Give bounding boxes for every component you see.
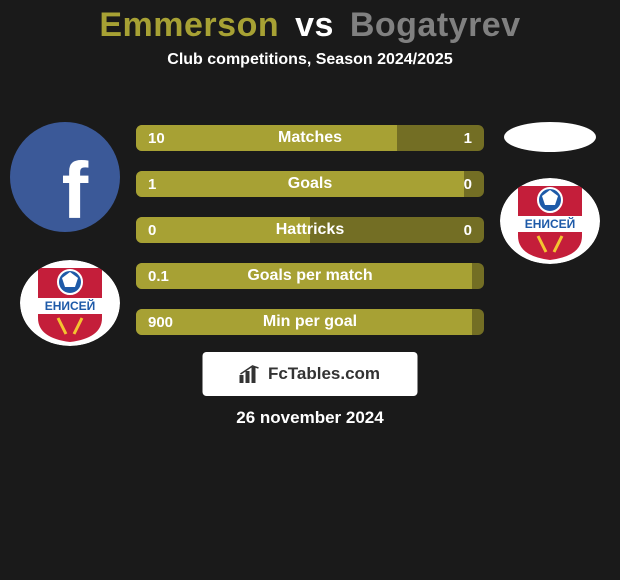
source-badge: FcTables.com (203, 352, 418, 396)
stat-bar-row: 10Goals (136, 171, 484, 197)
player2-avatar (504, 122, 596, 152)
stat-bar-right: 1 (397, 125, 484, 151)
shield-icon: ЕНИСЕЙ (500, 178, 600, 264)
source-badge-text: FcTables.com (268, 364, 380, 384)
stat-bar-right (472, 309, 484, 335)
svg-text:ЕНИСЕЙ: ЕНИСЕЙ (45, 298, 96, 313)
stat-left-value: 10 (148, 130, 165, 147)
stat-bar-row: 900Min per goal (136, 309, 484, 335)
subtitle: Club competitions, Season 2024/2025 (0, 51, 620, 69)
stat-bar-row: 0.1Goals per match (136, 263, 484, 289)
stat-left-value: 900 (148, 314, 173, 331)
stat-left-value: 0.1 (148, 268, 169, 285)
title-vs: vs (295, 6, 334, 44)
svg-text:ЕНИСЕЙ: ЕНИСЕЙ (525, 216, 576, 231)
stat-bar-row: 00Hattricks (136, 217, 484, 243)
stat-bar-right (472, 263, 484, 289)
stat-left-value: 0 (148, 222, 156, 239)
barchart-icon (240, 365, 262, 383)
stat-bar-left: 10 (136, 125, 397, 151)
stat-right-value: 0 (464, 222, 472, 239)
stat-bar-left: 1 (136, 171, 464, 197)
facebook-icon: f (62, 145, 89, 232)
shield-icon: ЕНИСЕЙ (20, 260, 120, 346)
player1-club-crest: ЕНИСЕЙ (20, 260, 120, 346)
stat-bars: 101Matches10Goals00Hattricks0.1Goals per… (136, 125, 484, 355)
player2-club-crest: ЕНИСЕЙ (500, 178, 600, 264)
stat-left-value: 1 (148, 176, 156, 193)
title-player1: Emmerson (99, 6, 279, 44)
stat-bar-left: 0 (136, 217, 310, 243)
stat-bar-left: 0.1 (136, 263, 472, 289)
stat-bar-right: 0 (310, 217, 484, 243)
footer-date: 26 november 2024 (0, 408, 620, 428)
stat-bar-row: 101Matches (136, 125, 484, 151)
stat-right-value: 1 (464, 130, 472, 147)
stat-right-value: 0 (464, 176, 472, 193)
player1-avatar: f (10, 122, 120, 232)
stat-bar-right: 0 (464, 171, 484, 197)
title-player2: Bogatyrev (350, 6, 521, 44)
page-title: Emmerson vs Bogatyrev (0, 0, 620, 45)
comparison-card: Emmerson vs Bogatyrev Club competitions,… (0, 0, 620, 580)
stat-bar-left: 900 (136, 309, 472, 335)
